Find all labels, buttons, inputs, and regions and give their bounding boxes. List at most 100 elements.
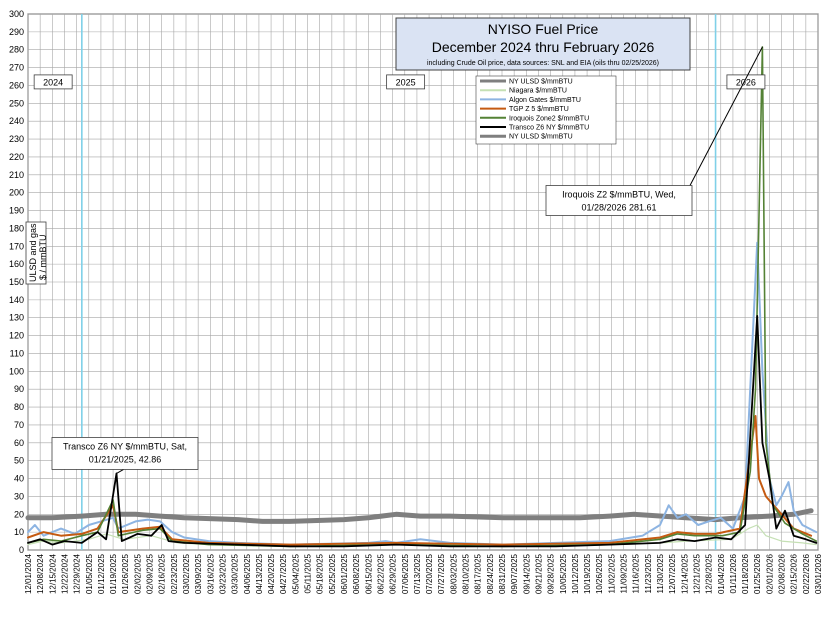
x-tick-label: 12/07/2025 [668,553,677,594]
x-tick-label: 04/20/2025 [267,553,276,594]
x-tick-label: 07/27/2025 [437,553,446,594]
legend-label: NY ULSD $/mmBTU [509,134,573,141]
year-label-box [33,74,73,90]
y-tick-label: 260 [9,80,24,90]
x-tick-label: 06/15/2025 [364,553,373,594]
x-tick-label: 09/28/2025 [547,553,556,594]
y-tick-label: 10 [14,527,24,537]
y-tick-label: 280 [9,45,24,55]
y-tick-label: 60 [14,438,24,448]
y-tick-label: 70 [14,420,24,430]
x-tick-label: 08/03/2025 [449,553,458,594]
x-tick-label: 03/23/2025 [218,553,227,594]
y-tick-label: 80 [14,402,24,412]
x-tick-label: 05/25/2025 [328,553,337,594]
x-tick-label: 08/24/2025 [486,553,495,594]
x-tick-label: 08/10/2025 [462,553,471,594]
year-label-box [386,74,426,90]
y-tick-label: 140 [9,295,24,305]
y-axis-label-line1: ULSD and gas [28,223,38,282]
y-tick-label: 230 [9,134,24,144]
x-tick-label: 03/30/2025 [231,553,240,594]
x-tick-label: 12/29/2024 [73,553,82,594]
x-tick-label: 01/18/2026 [741,553,750,594]
x-tick-label: 11/09/2025 [620,553,629,593]
x-tick-label: 11/16/2025 [632,553,641,593]
x-tick-label: 03/01/2026 [814,553,823,594]
series-line [27,415,813,546]
x-tick-label: 02/16/2025 [158,553,167,594]
x-tick-label: 02/02/2025 [133,553,142,594]
x-tick-label: 12/28/2025 [705,553,714,594]
x-tick-label: 06/08/2025 [352,553,361,594]
y-tick-label: 20 [14,509,24,519]
annotation-box [51,437,199,470]
x-tick-label: 11/30/2025 [656,553,665,593]
x-tick-label: 12/22/2024 [60,553,69,594]
x-tick-label: 01/19/2025 [109,553,118,594]
y-tick-label: 240 [9,116,24,126]
x-tick-label: 02/22/2026 [802,553,811,594]
x-tick-label: 05/04/2025 [291,553,300,594]
legend-label: NY ULSD $/mmBTU [509,79,573,86]
legend-label: Iroquois Zone2 $/mmBTU [509,115,589,122]
y-tick-label: 40 [14,474,24,484]
y-tick-label: 160 [9,259,24,269]
annotation-text: Iroquois Z2 $/mmBTU, Wed, [562,190,676,200]
y-axis-label-box: ULSD and gas $ / mmBTU [25,221,48,285]
y-axis-label-line2: $ / mmBTU [38,234,48,280]
x-tick-label: 01/25/2026 [753,553,762,594]
x-tick-label: 10/12/2025 [571,553,580,594]
y-tick-label: 190 [9,206,24,216]
year-label: 2025 [396,77,416,87]
x-tick-label: 12/14/2025 [680,553,689,594]
x-tick-label: 03/16/2025 [206,553,215,594]
x-tick-label: 12/01/2024 [24,553,33,594]
legend: NY ULSD $/mmBTU Niagara $/mmBTU Algon Gate… [475,75,617,145]
series-line [25,508,814,524]
title-box: NYISO Fuel Price December 2024 thru Febr… [395,17,691,71]
year-labels: 2024 2025 2026 [33,74,766,90]
x-tick-label: 09/07/2025 [510,553,519,594]
y-axis-ticks: 0 10 20 30 40 50 60 70 80 90 100 110 120 130 140 150 160… [9,9,24,555]
y-tick-label: 290 [9,27,24,37]
x-tick-label: 01/11/2026 [729,553,738,593]
x-tick-label: 07/20/2025 [425,553,434,594]
annotation-text: 01/28/2026 281.61 [581,203,656,213]
x-tick-label: 06/01/2025 [340,553,349,594]
y-tick-label: 0 [19,545,24,555]
x-tick-label: 07/13/2025 [413,553,422,594]
x-tick-label: 10/26/2025 [595,553,604,594]
x-tick-label: 04/13/2025 [255,553,264,594]
x-tick-label: 01/26/2025 [121,553,130,594]
x-tick-label: 06/22/2025 [376,553,385,594]
x-tick-label: 03/09/2025 [194,553,203,594]
x-tick-label: 10/19/2025 [583,553,592,594]
legend-label: Transco Z6 NY $/mmBTU [509,125,589,132]
y-tick-label: 150 [9,277,24,287]
x-tick-label: 10/05/2025 [559,553,568,594]
annotation-text: 01/21/2025, 42.86 [89,454,162,464]
annotation-box [545,185,693,216]
x-tick-label: 08/17/2025 [474,553,483,594]
chart-title: NYISO Fuel Price [488,21,599,37]
y-tick-label: 30 [14,491,24,501]
y-tick-label: 180 [9,223,24,233]
series-lines [25,46,818,548]
x-tick-label: 06/29/2025 [389,553,398,594]
x-tick-label: 05/18/2025 [316,553,325,594]
x-tick-label: 04/06/2025 [243,553,252,594]
x-tick-label: 01/04/2026 [717,553,726,594]
series-line [27,314,818,548]
x-tick-label: 07/06/2025 [401,553,410,594]
annotation-leader [116,469,124,474]
x-tick-label: 02/23/2025 [170,553,179,594]
y-tick-label: 200 [9,188,24,198]
x-tick-label: 12/08/2024 [36,553,45,594]
y-tick-label: 220 [9,152,24,162]
year-label: 2024 [43,77,63,87]
y-tick-label: 90 [14,384,24,394]
y-tick-label: 130 [9,313,24,323]
x-tick-label: 09/21/2025 [534,553,543,594]
